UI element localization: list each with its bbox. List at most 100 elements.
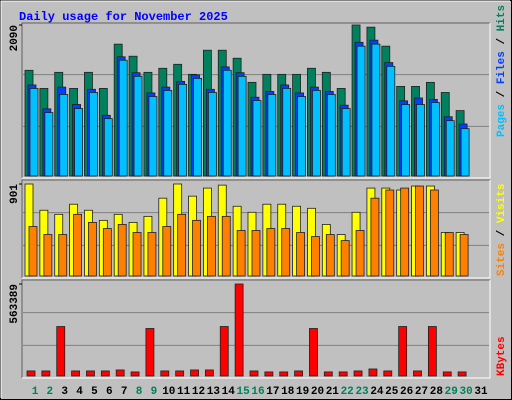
x-tick-label: 18 — [281, 386, 295, 398]
x-tick-label: 11 — [177, 386, 191, 398]
bar — [415, 185, 424, 277]
legend: Pages / Files / Hits — [496, 5, 508, 137]
bar — [445, 120, 455, 177]
bar — [297, 96, 306, 177]
bar — [204, 369, 214, 377]
x-tick-label: 21 — [326, 386, 340, 398]
x-tick-label: 25 — [385, 386, 399, 398]
bar — [326, 94, 336, 177]
x-tick-label: 30 — [460, 386, 473, 398]
legend: Sites / Visits — [496, 184, 508, 276]
bar — [338, 371, 348, 377]
x-tick-label: 12 — [192, 386, 205, 398]
y-tick-label: 563389 — [9, 284, 21, 324]
bar — [413, 370, 422, 377]
x-tick-label: 5 — [91, 386, 98, 398]
bar — [178, 83, 188, 177]
bar — [340, 240, 350, 277]
x-tick-label: 2 — [47, 386, 54, 398]
x-tick-label: 31 — [474, 386, 488, 398]
bar — [207, 92, 217, 177]
bar — [100, 370, 110, 377]
bar — [118, 59, 128, 177]
bar — [41, 370, 51, 377]
bar — [266, 228, 276, 277]
bar — [115, 369, 125, 377]
bar — [147, 232, 157, 277]
bar — [236, 230, 246, 277]
bar — [400, 187, 410, 277]
x-tick-label: 15 — [237, 386, 251, 398]
bar — [442, 371, 452, 377]
x-tick-label: 4 — [76, 386, 83, 398]
panel-bevel — [22, 23, 491, 179]
panel — [22, 280, 490, 378]
y-tick-label: 901 — [9, 184, 21, 204]
legend-entry: Hits — [496, 5, 508, 31]
bar — [28, 226, 38, 277]
x-tick-label: 20 — [311, 386, 324, 398]
bar — [341, 108, 351, 177]
bar — [234, 283, 244, 377]
bar — [368, 368, 378, 377]
y-tick-label: 2090 — [9, 25, 21, 51]
bar — [71, 370, 80, 377]
x-tick-label: 23 — [355, 386, 369, 398]
x-tick-label: 28 — [430, 386, 444, 398]
x-tick-label: 16 — [251, 386, 264, 398]
legend-entry: Pages — [496, 104, 508, 137]
legend-separator: / — [496, 31, 508, 51]
x-tick-label: 22 — [341, 386, 354, 398]
bar — [130, 371, 140, 377]
bar — [58, 234, 68, 277]
panel-bevel — [22, 180, 491, 279]
legend-entry: Sites — [496, 243, 508, 276]
legend-entry: Files — [496, 51, 508, 84]
bar — [353, 370, 363, 377]
x-tick-label: 27 — [415, 386, 428, 398]
bar — [386, 65, 396, 177]
bar — [251, 230, 261, 277]
legend: KBytes — [496, 336, 508, 376]
x-tick-label: 8 — [136, 386, 143, 398]
x-tick-label: 24 — [370, 386, 384, 398]
bar — [56, 326, 66, 377]
bar — [401, 104, 411, 177]
bar — [398, 326, 408, 377]
bar — [282, 88, 292, 177]
bar — [237, 75, 247, 177]
bar — [221, 215, 231, 277]
legend-separator: / — [496, 84, 508, 104]
bar — [267, 94, 277, 177]
x-tick-label: 6 — [106, 386, 113, 398]
x-tick-label: 1 — [32, 386, 39, 398]
bar — [88, 221, 97, 277]
bar — [133, 75, 143, 177]
bar — [26, 370, 36, 377]
bar — [252, 100, 262, 177]
panel-bevel — [22, 280, 491, 379]
bar — [429, 189, 439, 277]
bar — [206, 215, 216, 277]
bar — [459, 234, 469, 277]
bar — [325, 234, 335, 277]
bar — [43, 234, 53, 277]
bar — [355, 230, 365, 277]
bar — [460, 128, 470, 177]
x-tick-label: 13 — [207, 386, 221, 398]
panel-bevel — [21, 179, 490, 278]
x-tick-label: 26 — [400, 386, 413, 398]
bar — [148, 96, 158, 177]
bar — [309, 328, 318, 377]
bar — [356, 45, 366, 177]
bar — [430, 102, 440, 177]
x-tick-label: 29 — [445, 386, 458, 398]
chart-title: Daily usage for November 2025 — [19, 10, 228, 24]
bar — [177, 213, 187, 277]
x-tick-label: 9 — [151, 386, 158, 398]
bar — [29, 88, 39, 177]
bar — [219, 326, 229, 377]
bar — [281, 228, 291, 277]
bar — [102, 228, 112, 277]
bar — [222, 69, 232, 177]
